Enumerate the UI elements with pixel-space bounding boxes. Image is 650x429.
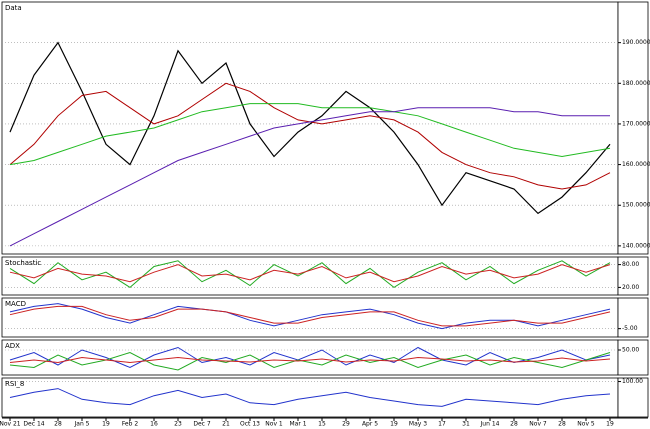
series-line xyxy=(9,260,611,289)
x-tick-label: 19 xyxy=(390,421,398,428)
panel-frame xyxy=(1,1,619,255)
axis-frame xyxy=(617,297,649,338)
x-tick-label: Dec 7 xyxy=(193,421,211,428)
axis-frame xyxy=(617,377,649,418)
x-tick-label: Nov 7 xyxy=(529,421,547,428)
y-tick-label: 50.00 xyxy=(622,347,639,354)
x-tick-label: 29 xyxy=(342,421,350,428)
x-tick-label: Apr 5 xyxy=(362,421,378,428)
x-tick-label: Mar 1 xyxy=(289,421,306,428)
y-tick-label: 80.00 xyxy=(622,261,639,268)
y-tick-label: 170.0000 xyxy=(622,120,650,127)
panel-frame xyxy=(1,339,619,376)
series-line xyxy=(9,388,611,407)
x-tick-label: 15 xyxy=(318,421,326,428)
panel-title: Stochastic xyxy=(5,259,41,267)
y-tick-label: 160.0000 xyxy=(622,161,650,168)
y-tick-label: 190.0000 xyxy=(622,39,650,46)
x-tick-label: 19 xyxy=(606,421,614,428)
series-line xyxy=(9,264,611,283)
x-tick-label: 28 xyxy=(510,421,518,428)
panel-title: MACD xyxy=(5,300,26,308)
x-tick-label: 21 xyxy=(222,421,230,428)
series-line xyxy=(9,305,611,327)
x-tick-label: 28 xyxy=(54,421,62,428)
x-tick-label: Feb 2 xyxy=(122,421,139,428)
series-line xyxy=(9,351,611,371)
x-tick-label: Nov 5 xyxy=(577,421,595,428)
axis-frame xyxy=(617,339,649,376)
series-line xyxy=(9,107,610,247)
x-tick-label: 31 xyxy=(462,421,470,428)
y-tick-label: 20.00 xyxy=(622,284,639,291)
y-tick-label: 150.0000 xyxy=(622,202,650,209)
panel-title: RSI_8 xyxy=(5,380,24,388)
x-tick-label: 17 xyxy=(438,421,446,428)
axis-frame xyxy=(617,1,649,255)
series-line xyxy=(9,103,611,166)
panel-title: ADX xyxy=(5,342,20,350)
x-tick-label: Nov 21 xyxy=(0,421,21,428)
series-line xyxy=(9,41,611,215)
x-tick-label: Dec 14 xyxy=(23,421,44,428)
x-tick-label: 23 xyxy=(174,421,182,428)
x-tick-label: Oct 13 xyxy=(240,421,260,428)
x-tick-label: May 3 xyxy=(409,421,427,428)
y-tick-label: 180.0000 xyxy=(622,80,650,87)
axis-frame xyxy=(617,256,649,296)
x-tick-label: 19 xyxy=(102,421,110,428)
x-tick-label: 28 xyxy=(558,421,566,428)
panel-title: Data xyxy=(5,4,22,12)
series-line xyxy=(9,356,611,364)
x-tick-label: Jun 14 xyxy=(480,421,500,428)
y-tick-label: 100.00 xyxy=(622,378,643,385)
x-tick-label: Jan 5 xyxy=(74,421,90,428)
x-tick-label: Nov 1 xyxy=(265,421,283,428)
y-tick-label: 140.0000 xyxy=(622,242,650,249)
x-tick-label: 16 xyxy=(150,421,158,428)
y-tick-label: -5.00 xyxy=(622,325,638,332)
